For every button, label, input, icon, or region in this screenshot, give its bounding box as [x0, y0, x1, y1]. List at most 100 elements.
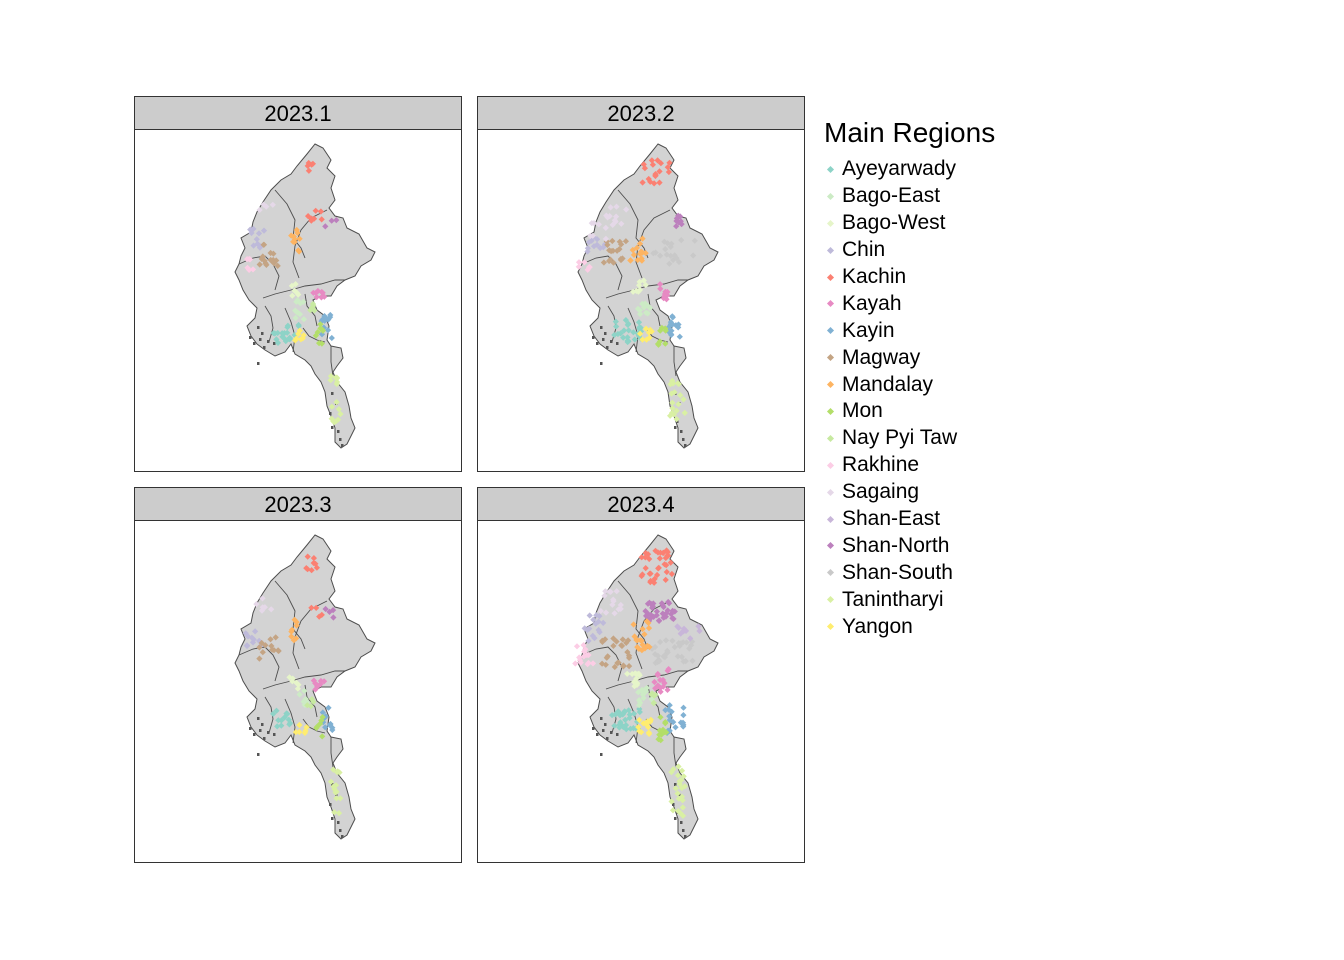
region-point [668, 798, 675, 805]
legend-item: Shan-South [824, 559, 995, 586]
region-point [668, 240, 675, 247]
island [261, 723, 264, 726]
region-point [676, 333, 683, 340]
region-point [665, 168, 673, 176]
myanmar-map [575, 143, 719, 449]
region-border [262, 670, 345, 690]
island [596, 733, 599, 736]
legend-item: Magway [824, 344, 995, 371]
facet-panel-2023-1: 2023.1 [134, 96, 462, 472]
island [616, 733, 619, 736]
region-point [270, 250, 277, 257]
island [331, 392, 334, 395]
region-point [249, 266, 257, 273]
legend-item: Shan-East [824, 506, 995, 533]
island [600, 362, 603, 365]
legend-item: Shan-North [824, 532, 995, 559]
legend-item: Ayeyarwady [824, 156, 995, 183]
island [263, 346, 266, 349]
legend-label: Sagaing [842, 480, 920, 504]
region-point [248, 229, 255, 237]
island [273, 733, 276, 736]
island [674, 783, 677, 786]
island [267, 340, 270, 343]
region-point [258, 607, 266, 614]
island [680, 430, 683, 433]
legend-item: Rakhine [824, 452, 995, 479]
island [682, 829, 685, 832]
island [267, 731, 270, 734]
legend-swatch [826, 434, 835, 442]
island [596, 342, 599, 345]
island [331, 783, 334, 786]
island [337, 821, 340, 824]
region-point [572, 660, 579, 667]
region-border [605, 279, 688, 299]
legend-label: Bago-East [842, 184, 941, 208]
region-point [311, 307, 318, 314]
region-point [616, 245, 623, 253]
region-border [617, 189, 649, 259]
region-point [328, 334, 335, 342]
region-point [586, 612, 593, 619]
region-point [310, 698, 317, 706]
region-border [330, 346, 334, 377]
legend-item: Nay Pyi Taw [824, 425, 995, 452]
region-point [600, 259, 608, 266]
island [606, 346, 609, 349]
legend-item: Mandalay [824, 371, 995, 398]
region-point [333, 398, 340, 406]
region-point [292, 280, 299, 288]
legend-item: Bago-West [824, 210, 995, 237]
island [329, 803, 332, 806]
legend-label: Tanintharyi [842, 587, 944, 611]
island [331, 426, 334, 429]
legend-swatch [826, 192, 835, 200]
legend-swatch [826, 246, 835, 254]
region-border [673, 346, 677, 377]
legend-label: Shan-North [842, 533, 950, 557]
region-border [302, 718, 326, 734]
island [674, 426, 677, 429]
island [331, 817, 334, 820]
region-point [253, 236, 260, 243]
legend-swatch [826, 381, 835, 389]
legend-label: Rakhine [842, 453, 920, 477]
legend-swatch [826, 569, 835, 577]
region-point [260, 227, 268, 234]
island [600, 717, 603, 720]
region-point [260, 241, 268, 248]
legend-label: Bago-West [842, 211, 946, 235]
region-point [588, 237, 595, 244]
legend-item: Yangon [824, 613, 995, 640]
island [604, 723, 607, 726]
region-point [664, 686, 671, 694]
island [592, 336, 595, 339]
island [259, 338, 262, 341]
region-point [286, 721, 293, 728]
legend-item: Mon [824, 398, 995, 425]
facet-strip: 2023.1 [135, 97, 461, 130]
facet-strip: 2023.3 [135, 488, 461, 521]
facet-panel-2023-2: 2023.2 [477, 96, 805, 472]
island [257, 753, 260, 756]
legend: Main Regions Ayeyarwady Bago-East Bago-Wes… [824, 114, 995, 640]
region-point [674, 653, 682, 660]
legend-label: Ayeyarwady [842, 157, 957, 181]
region-point [661, 238, 668, 245]
myanmar-map [234, 143, 376, 449]
region-border [284, 307, 296, 353]
region-border [264, 305, 274, 343]
legend-label: Shan-South [842, 560, 953, 584]
region-border [302, 327, 326, 343]
legend-swatch [826, 354, 835, 362]
legend-label: Kayah [842, 291, 902, 315]
region-border [274, 189, 306, 259]
legend-item: Kayin [824, 317, 995, 344]
region-point [649, 161, 657, 168]
island [672, 803, 675, 806]
region-border [627, 307, 639, 353]
island [259, 729, 262, 732]
region-point [584, 245, 592, 252]
island [249, 336, 252, 339]
